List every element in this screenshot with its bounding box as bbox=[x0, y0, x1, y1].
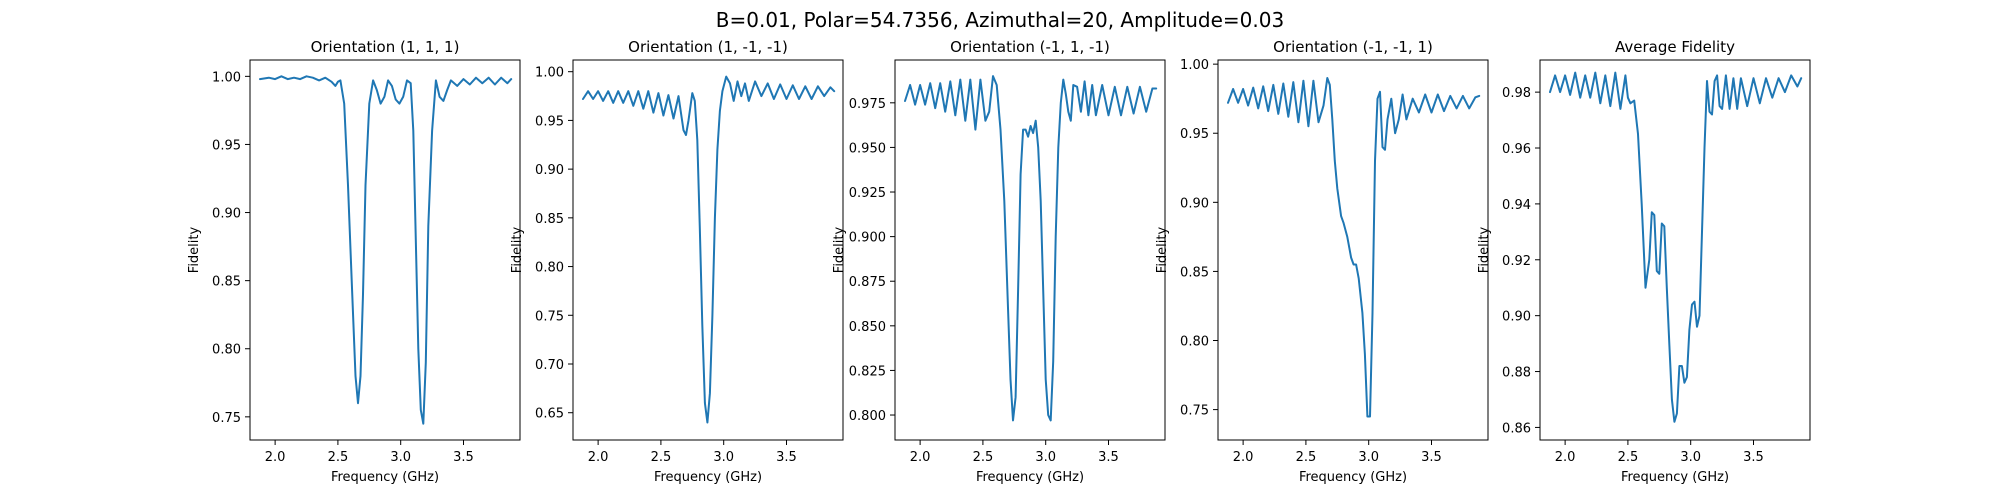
y-axis-label: Fidelity bbox=[1477, 226, 1492, 273]
x-tick-label: 2.5 bbox=[1618, 450, 1639, 465]
x-tick-label: 3.5 bbox=[1421, 450, 1442, 465]
y-tick-label: 0.75 bbox=[212, 411, 241, 426]
y-tick-label: 0.95 bbox=[212, 138, 241, 153]
x-axis-label: Frequency (GHz) bbox=[331, 470, 439, 485]
series-line bbox=[904, 75, 1158, 422]
y-tick-label: 0.75 bbox=[1180, 404, 1209, 419]
x-tick-label: 3.5 bbox=[1098, 450, 1119, 465]
x-tick-label: 2.5 bbox=[1296, 450, 1317, 465]
subplot-3: 2.0 2.5 3.0 3.5 0.800 0.825 0.850 0.875 0.900 0.9… bbox=[832, 38, 1166, 485]
subplot-title: Orientation (-1, 1, -1) bbox=[950, 38, 1110, 56]
subplot-title: Average Fidelity bbox=[1615, 38, 1735, 56]
x-tick-label: 3.0 bbox=[1358, 450, 1379, 465]
x-tick-label: 3.0 bbox=[1035, 450, 1056, 465]
subplot-1: 2.0 2.5 3.0 3.5 0.75 0.80 0.85 0.90 0.95 1.00 Orie… bbox=[187, 38, 521, 485]
axes-frame bbox=[894, 59, 1166, 441]
subplot-title: Orientation (-1, -1, 1) bbox=[1273, 38, 1433, 56]
y-tick-label: 0.80 bbox=[1180, 335, 1209, 350]
x-axis-label: Frequency (GHz) bbox=[1621, 470, 1729, 485]
series-line bbox=[1549, 71, 1803, 423]
y-axis-label: Fidelity bbox=[187, 226, 202, 273]
y-tick-label: 0.96 bbox=[1502, 142, 1531, 157]
y-tick-label: 0.86 bbox=[1502, 421, 1531, 436]
figure-suptitle: B=0.01, Polar=54.7356, Azimuthal=20, Amp… bbox=[716, 8, 1284, 32]
x-tick-label: 2.5 bbox=[973, 450, 994, 465]
subplot-title: Orientation (1, 1, 1) bbox=[311, 38, 460, 56]
y-tick-label: 0.80 bbox=[535, 261, 564, 276]
y-tick-label: 0.92 bbox=[1502, 254, 1531, 269]
y-tick-label: 0.95 bbox=[535, 114, 564, 129]
x-tick-label: 3.5 bbox=[453, 450, 474, 465]
x-tick-label: 2.0 bbox=[265, 450, 286, 465]
subplot-2: 2.0 2.5 3.0 3.5 0.65 0.70 0.75 0.80 0.85 0.90 0.95… bbox=[510, 38, 844, 485]
y-tick-label: 0.85 bbox=[535, 212, 564, 227]
axes-frame bbox=[1217, 59, 1489, 441]
x-tick-label: 2.0 bbox=[1233, 450, 1254, 465]
x-tick-label: 2.0 bbox=[588, 450, 609, 465]
y-tick-label: 0.900 bbox=[849, 231, 886, 246]
y-tick-label: 0.90 bbox=[1180, 196, 1209, 211]
y-tick-label: 0.925 bbox=[849, 186, 886, 201]
y-tick-label: 0.975 bbox=[849, 97, 886, 112]
series-line bbox=[1227, 77, 1481, 418]
axes-frame bbox=[1539, 59, 1811, 441]
x-tick-label: 3.5 bbox=[1743, 450, 1764, 465]
y-tick-label: 0.85 bbox=[1180, 265, 1209, 280]
y-axis-label: Fidelity bbox=[510, 226, 525, 273]
y-tick-label: 0.65 bbox=[535, 407, 564, 422]
y-tick-label: 0.90 bbox=[535, 163, 564, 178]
axes-frame bbox=[249, 59, 521, 441]
subplot-5: 2.0 2.5 3.0 3.5 0.86 0.88 0.90 0.92 0.94 0.96 0.98… bbox=[1477, 38, 1811, 485]
x-tick-label: 2.5 bbox=[651, 450, 672, 465]
y-tick-label: 0.75 bbox=[535, 309, 564, 324]
y-tick-label: 0.88 bbox=[1502, 366, 1531, 381]
subplot-panels: 2.0 2.5 3.0 3.5 0.75 0.80 0.85 0.90 0.95 1.00 Orie… bbox=[187, 38, 1811, 485]
x-tick-label: 3.0 bbox=[390, 450, 411, 465]
y-tick-label: 0.85 bbox=[212, 275, 241, 290]
subplot-title: Orientation (1, -1, -1) bbox=[628, 38, 788, 56]
series-line bbox=[259, 75, 513, 425]
x-tick-label: 3.5 bbox=[776, 450, 797, 465]
axes-frame bbox=[572, 59, 844, 441]
y-tick-label: 1.00 bbox=[212, 70, 241, 85]
x-tick-label: 2.0 bbox=[1555, 450, 1576, 465]
x-tick-label: 2.0 bbox=[910, 450, 931, 465]
y-tick-label: 0.90 bbox=[1502, 310, 1531, 325]
x-axis-label: Frequency (GHz) bbox=[654, 470, 762, 485]
subplot-4: 2.0 2.5 3.0 3.5 0.75 0.80 0.85 0.90 0.95 1.00 Orie… bbox=[1155, 38, 1489, 485]
series-line bbox=[582, 75, 836, 424]
y-tick-label: 0.950 bbox=[849, 141, 886, 156]
x-tick-label: 2.5 bbox=[328, 450, 349, 465]
y-tick-label: 0.70 bbox=[535, 358, 564, 373]
x-axis-label: Frequency (GHz) bbox=[976, 470, 1084, 485]
x-tick-label: 3.0 bbox=[713, 450, 734, 465]
y-tick-label: 0.850 bbox=[849, 320, 886, 335]
y-axis-label: Fidelity bbox=[1155, 226, 1170, 273]
y-tick-label: 0.95 bbox=[1180, 127, 1209, 142]
y-tick-label: 0.80 bbox=[212, 343, 241, 358]
x-axis-label: Frequency (GHz) bbox=[1299, 470, 1407, 485]
y-axis-label: Fidelity bbox=[832, 226, 847, 273]
y-tick-label: 1.00 bbox=[535, 66, 564, 81]
y-tick-label: 1.00 bbox=[1180, 58, 1209, 73]
y-tick-label: 0.800 bbox=[849, 409, 886, 424]
y-tick-label: 0.98 bbox=[1502, 86, 1531, 101]
x-tick-label: 3.0 bbox=[1680, 450, 1701, 465]
y-tick-label: 0.875 bbox=[849, 275, 886, 290]
y-tick-label: 0.94 bbox=[1502, 198, 1531, 213]
y-tick-label: 0.90 bbox=[212, 207, 241, 222]
y-tick-label: 0.825 bbox=[849, 364, 886, 379]
